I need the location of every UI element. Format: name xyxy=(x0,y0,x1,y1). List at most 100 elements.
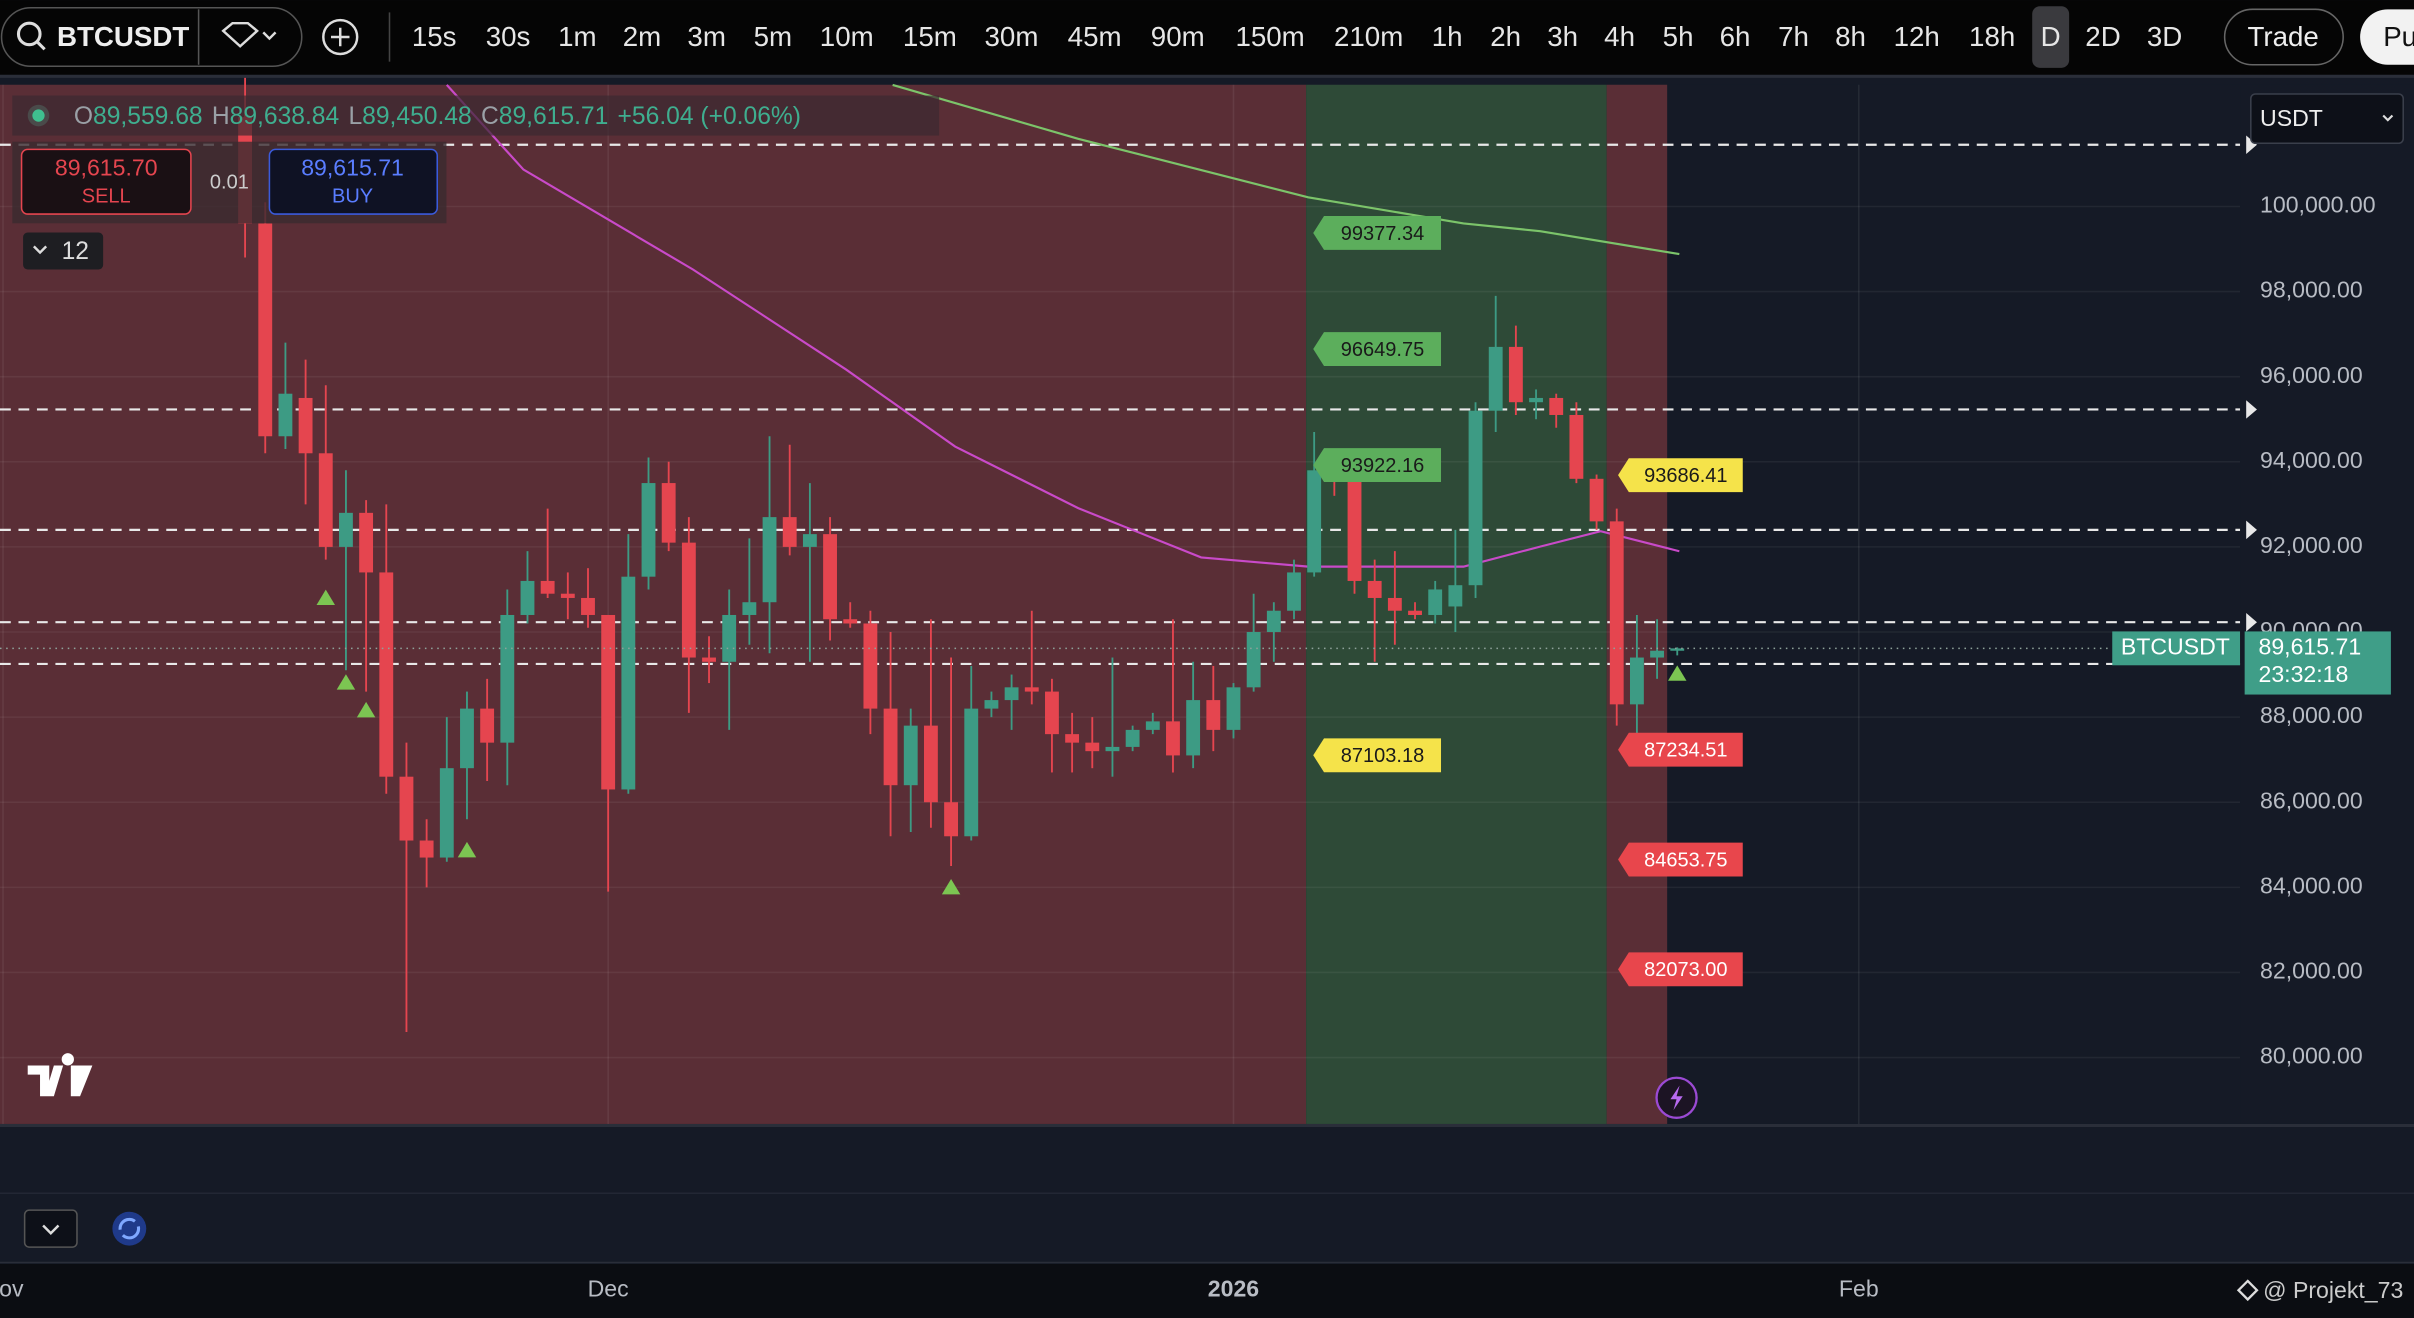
tv-logo xyxy=(27,1053,93,1097)
timeframe[interactable]: 10m xyxy=(820,21,874,52)
chevron xyxy=(2382,114,2394,122)
timeframe[interactable]: 8h xyxy=(1835,21,1866,52)
timeframe[interactable]: 4h xyxy=(1604,21,1635,52)
chevron xyxy=(32,245,48,255)
timeframe[interactable]: 2h xyxy=(1490,21,1521,52)
level-label: 93922.16 xyxy=(1341,455,1424,477)
legend-key: L xyxy=(348,103,362,130)
timeframe[interactable]: 18h xyxy=(1969,21,2015,52)
candle-body xyxy=(984,700,999,709)
candle-body xyxy=(1125,729,1140,747)
candle-body xyxy=(1266,610,1281,633)
refresh-button[interactable] xyxy=(112,1211,147,1246)
timeframe[interactable]: 210m xyxy=(1334,21,1403,52)
timeframe[interactable]: 2m xyxy=(623,21,661,52)
publish-button[interactable] xyxy=(2360,9,2414,65)
timeframe[interactable]: 15s xyxy=(412,21,457,52)
timeframe[interactable]: 6h xyxy=(1720,21,1751,52)
timeframe[interactable]: 150m xyxy=(1235,21,1304,52)
candle-body xyxy=(1065,734,1080,743)
timeframe[interactable]: 2D xyxy=(2085,21,2120,52)
timeframe[interactable]: 30s xyxy=(486,21,531,52)
timeframe[interactable]: 1m xyxy=(558,21,596,52)
currency[interactable]: USDT xyxy=(2260,105,2323,131)
timeframe[interactable]: 5m xyxy=(754,21,792,52)
indicators-toggle[interactable] xyxy=(23,232,104,270)
level-label-box xyxy=(1313,448,1442,483)
timeframe[interactable]: 12h xyxy=(1894,21,1940,52)
candle-body xyxy=(1508,346,1523,403)
candle-body xyxy=(258,223,273,437)
candle-body xyxy=(1589,478,1604,522)
candle-body xyxy=(621,576,636,790)
timeframe[interactable]: 5h xyxy=(1663,21,1694,52)
timeframe[interactable]: 3D xyxy=(2147,21,2182,52)
level-handle xyxy=(2246,400,2257,419)
timeframe[interactable]: 45m xyxy=(1068,21,1122,52)
publish-label[interactable]: Pu xyxy=(2383,21,2414,52)
buy-signal xyxy=(1668,665,1687,681)
quantity[interactable]: 0.01 xyxy=(210,172,249,194)
candle-body xyxy=(1609,521,1624,705)
y-tick-label: 92,000.00 xyxy=(2260,532,2363,558)
candle-body xyxy=(520,580,535,615)
candle-body xyxy=(1307,470,1322,573)
panel-toggle[interactable] xyxy=(23,1209,78,1248)
candle-body xyxy=(1085,742,1100,752)
legend-value: 89,615.71 xyxy=(499,103,609,130)
watermark-icon xyxy=(2236,1279,2259,1302)
buy-label[interactable]: BUY xyxy=(332,185,373,207)
candle-body xyxy=(1629,657,1644,705)
buy-signal xyxy=(356,701,376,718)
timeframe[interactable]: 3m xyxy=(687,21,725,52)
currency-select[interactable] xyxy=(2250,93,2404,145)
candle-body xyxy=(500,614,515,743)
candle-body xyxy=(1004,687,1019,701)
timeframe[interactable]: 30m xyxy=(985,21,1039,52)
candle-body xyxy=(1549,397,1564,415)
candle-body xyxy=(1145,721,1160,730)
candle-body xyxy=(1488,346,1503,411)
candle-body xyxy=(318,453,333,547)
zone xyxy=(0,84,1307,1124)
diamond-icon[interactable] xyxy=(221,21,259,48)
ohlc-legend: O89,559.68 H89,638.84 L89,450.48 C89,615.71… xyxy=(74,103,801,130)
sell-price[interactable]: 89,615.70 xyxy=(55,155,158,181)
indicators-count[interactable]: 12 xyxy=(62,238,89,265)
candle-body xyxy=(1287,572,1301,611)
buy-signal xyxy=(316,589,336,605)
legend-key: H xyxy=(212,103,230,130)
x-tick-label: Dec xyxy=(588,1275,629,1301)
moving-average xyxy=(445,84,1680,568)
candle-body xyxy=(1166,721,1180,756)
moving-average xyxy=(892,83,1680,256)
candle-body xyxy=(1246,632,1261,688)
candle-body xyxy=(903,725,918,786)
y-tick-label: 84,000.00 xyxy=(2260,872,2363,898)
timeframe[interactable]: D xyxy=(2041,21,2061,52)
trade-label[interactable]: Trade xyxy=(2247,21,2318,52)
sell-button[interactable] xyxy=(20,148,192,215)
buy-price[interactable]: 89,615.71 xyxy=(301,155,404,181)
timeframe[interactable]: 90m xyxy=(1151,21,1205,52)
candle-body xyxy=(278,393,293,437)
active-timeframe[interactable] xyxy=(2032,6,2070,68)
candle-body xyxy=(359,512,374,573)
sell-label[interactable]: SELL xyxy=(82,185,131,207)
symbol[interactable]: BTCUSDT xyxy=(57,21,189,52)
timeframe[interactable]: 15m xyxy=(903,21,957,52)
add-button[interactable] xyxy=(322,18,359,56)
buy-button[interactable] xyxy=(268,148,438,215)
timeframe[interactable]: 7h xyxy=(1778,21,1809,52)
time-axis xyxy=(0,1264,2414,1318)
symbol-search[interactable] xyxy=(0,7,303,68)
candle-body xyxy=(802,534,817,547)
plot: 80,000.00 82,000.00 84,000.00 86,000.00 88,0… xyxy=(0,57,2414,1124)
timeframe[interactable]: 1h xyxy=(1432,21,1463,52)
trade-button[interactable] xyxy=(2223,8,2344,66)
y-tick-label: 100,000.00 xyxy=(2260,192,2376,218)
timeframe[interactable]: 3h xyxy=(1547,21,1578,52)
candle-body xyxy=(1226,687,1241,730)
candle-body xyxy=(480,708,495,743)
